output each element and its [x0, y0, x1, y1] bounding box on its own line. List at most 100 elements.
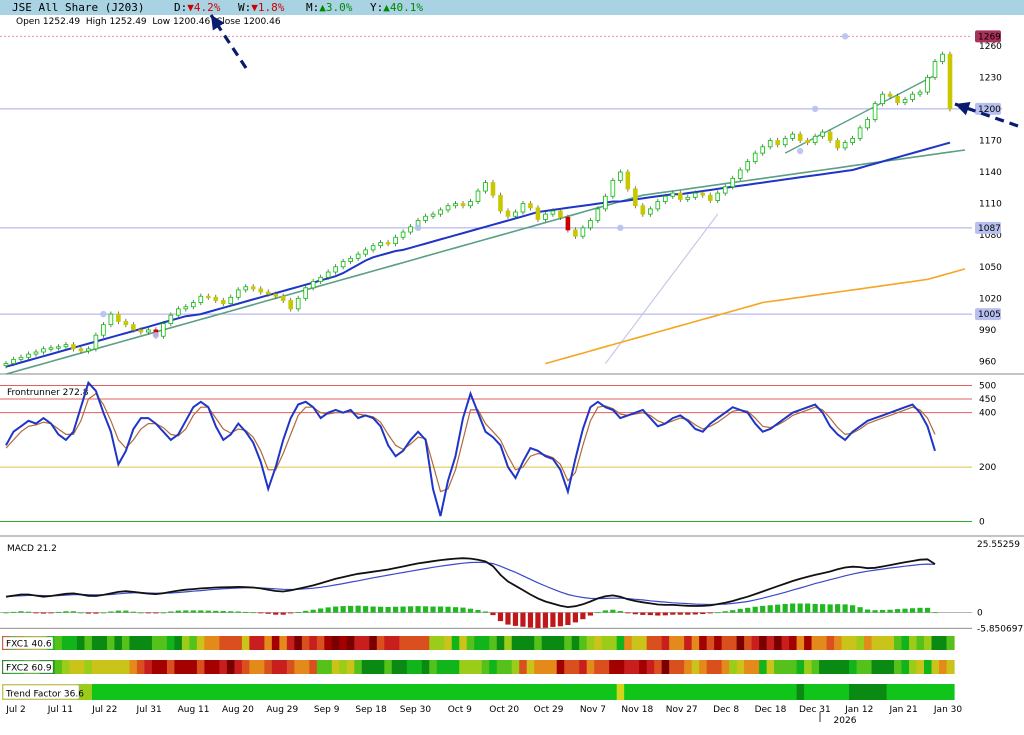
- macd-histogram-bar: [130, 611, 136, 613]
- heatmap-cell: [571, 636, 580, 650]
- heatmap-cell: [241, 660, 250, 674]
- heatmap-cell: [361, 636, 370, 650]
- candle-body: [123, 321, 129, 326]
- candle-body: [228, 296, 234, 305]
- heatmap-cell: [819, 684, 828, 700]
- heatmap-cell: [759, 660, 768, 674]
- heatmap-cell: [391, 660, 400, 674]
- macd-histogram-bar: [490, 612, 496, 616]
- annotation-arrow-right-head: [955, 102, 971, 116]
- heatmap-cell: [489, 636, 498, 650]
- heatmap-cell: [519, 636, 528, 650]
- heatmap-cell: [369, 660, 378, 674]
- macd-tick-label: 0: [977, 609, 983, 619]
- heatmap-cell: [316, 660, 325, 674]
- heatmap-cell: [841, 636, 850, 650]
- macd-histogram-bar: [175, 610, 181, 613]
- heatmap-cell: [601, 660, 610, 674]
- heatmap-cell: [549, 684, 558, 700]
- price-tick-label: 1050: [979, 263, 1002, 273]
- heatmap-cell: [121, 660, 131, 674]
- annotation-arrow-right: [954, 102, 1019, 128]
- candle-body: [730, 177, 736, 188]
- pivot-dot: [617, 224, 624, 232]
- pivot-dot: [100, 310, 107, 318]
- heatmap-label: Trend Factor 36.6: [5, 690, 84, 700]
- candle-body: [78, 348, 84, 352]
- macd-histogram-bar: [752, 606, 758, 613]
- heatmap-cell: [121, 636, 131, 650]
- heatmap-label: FXC2 60.9: [6, 664, 52, 674]
- heatmap-cell: [676, 660, 685, 674]
- heatmap-cell: [624, 636, 633, 650]
- macd-histogram-bar: [550, 612, 556, 627]
- heatmap-cell: [639, 684, 648, 700]
- macd-histogram-bar: [842, 604, 848, 613]
- candle-body: [340, 261, 346, 268]
- heatmap-cell: [414, 660, 423, 674]
- macd-histogram-bar: [63, 611, 69, 613]
- day-change: D:▼4.2%: [174, 1, 221, 14]
- heatmap-cell: [211, 684, 220, 700]
- heatmap-cell: [196, 684, 205, 700]
- title-bar: JSE All Share (J203) D:▼4.2% W:▼1.8% M:▲…: [0, 0, 1024, 15]
- macd-histogram-bar: [18, 611, 24, 613]
- heatmap-cell: [459, 660, 468, 674]
- macd-histogram-bar: [760, 605, 766, 613]
- heatmap-cell: [609, 660, 618, 674]
- fr-tick-label: 200: [979, 463, 996, 473]
- candle-body: [460, 203, 466, 207]
- heatmap-cell: [736, 636, 745, 650]
- x-tick-label: Sep 18: [355, 705, 387, 715]
- heatmap-cell: [849, 684, 858, 700]
- heatmap-cell: [189, 684, 198, 700]
- level-badge: [975, 221, 1001, 234]
- trendline-faint: [604, 213, 719, 364]
- heatmap-cell: [114, 660, 123, 674]
- heatmap-cell: [421, 684, 430, 700]
- heatmap-cell: [586, 636, 595, 650]
- heatmap-cell: [406, 636, 415, 650]
- macd-histogram-bar: [385, 606, 391, 613]
- heatmap-cell: [474, 636, 483, 650]
- candle-body: [603, 195, 608, 210]
- macd-histogram-bar: [228, 611, 234, 613]
- x-tick-label: Oct 9: [448, 705, 472, 715]
- candle-body: [700, 192, 706, 196]
- candle-body: [752, 152, 758, 162]
- candle-body: [378, 242, 383, 247]
- ma-green-line: [5, 149, 966, 375]
- x-tick-label: Jul 31: [136, 705, 162, 715]
- heatmap-cell: [549, 660, 558, 674]
- heatmap-cell: [736, 660, 745, 674]
- macd-histogram-bar: [535, 612, 541, 629]
- heatmap-cell: [339, 660, 348, 674]
- heatmap-cell: [766, 684, 775, 700]
- candle-body: [11, 358, 16, 364]
- macd-histogram-bar: [505, 612, 511, 625]
- heatmap-cell: [271, 684, 280, 700]
- heatmap-cell: [429, 684, 438, 700]
- heatmap-cell: [459, 684, 468, 700]
- macd-histogram-bar: [670, 612, 676, 615]
- heatmap-cell: [219, 684, 228, 700]
- heatmap-cell: [661, 660, 670, 674]
- heatmap-cell: [924, 684, 933, 700]
- heatmap-cell: [294, 660, 303, 674]
- heatmap-cell: [714, 636, 723, 650]
- candle-body: [520, 203, 526, 213]
- heatmap-cell: [766, 660, 775, 674]
- macd-histogram-bar: [40, 612, 47, 614]
- candle-body: [318, 276, 323, 282]
- candle-body: [947, 53, 953, 110]
- macd-histogram-bar: [422, 606, 429, 613]
- heatmap-cell: [421, 660, 430, 674]
- candle-body: [41, 348, 46, 353]
- macd-histogram-bar: [407, 606, 414, 613]
- x-tick-label: Jul 2: [5, 705, 25, 715]
- heatmap-cell: [819, 636, 828, 650]
- heatmap-cell: [286, 636, 295, 650]
- heatmap-cell: [234, 660, 243, 674]
- year-label: 2026: [834, 716, 857, 726]
